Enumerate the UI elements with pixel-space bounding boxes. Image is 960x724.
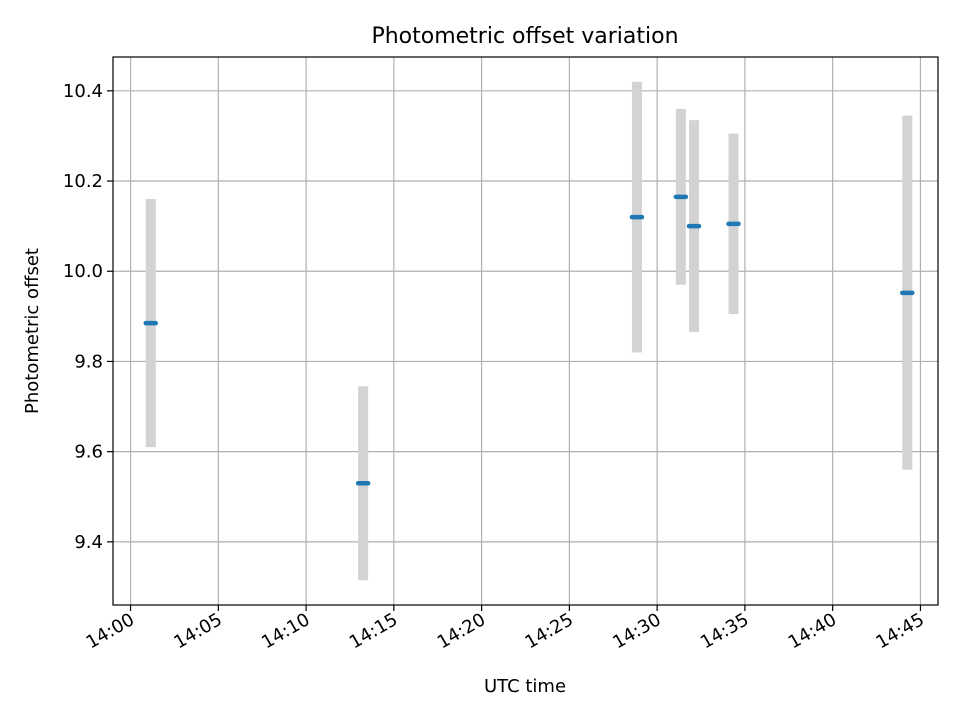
- data-markers: [143, 194, 915, 486]
- grid-lines: [113, 57, 938, 605]
- chart-title: Photometric offset variation: [371, 24, 678, 49]
- y-tick-label: 9.6: [74, 442, 103, 463]
- y-axis-title: Photometric offset: [22, 248, 43, 414]
- y-tick-label: 10.0: [63, 261, 103, 282]
- y-tick-label: 9.4: [74, 532, 103, 553]
- x-axis-title: UTC time: [484, 676, 566, 697]
- y-tick-label: 10.2: [63, 171, 103, 192]
- y-tick-label: 9.8: [74, 351, 103, 372]
- plot-frame: [112, 56, 939, 606]
- y-axis-ticks: 9.4 9.6 9.8 10.0 10.2 10.4: [63, 81, 113, 553]
- y-tick-label: 10.4: [63, 81, 103, 102]
